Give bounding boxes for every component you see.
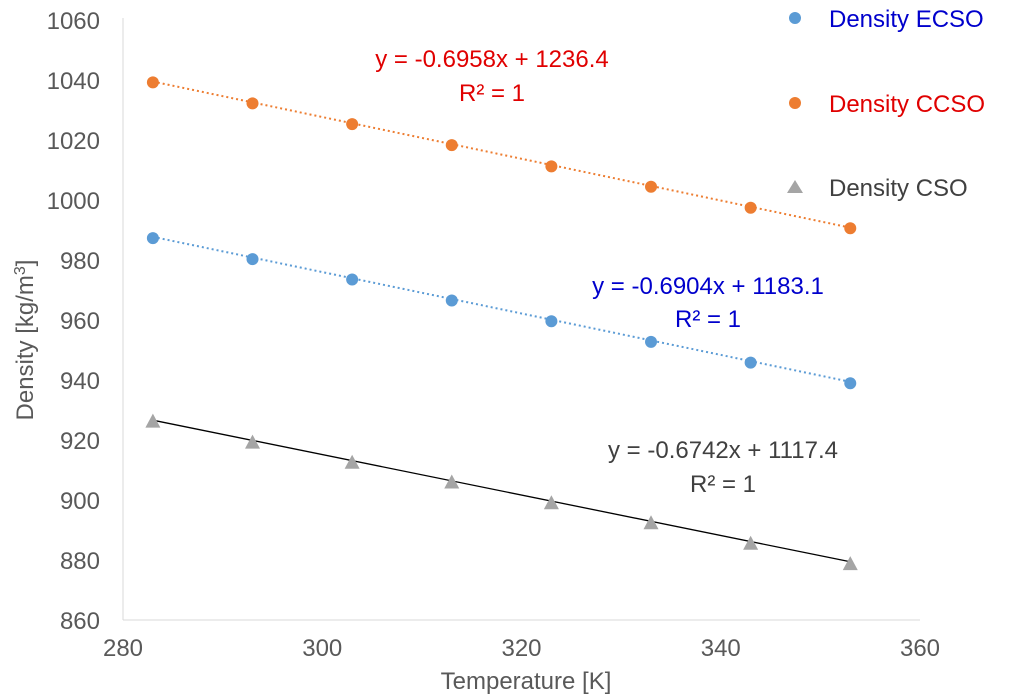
point-density-cso (145, 413, 161, 428)
point-density-ccso (246, 97, 259, 110)
legend-marker-density-ccso (789, 97, 801, 109)
legend-item-density-ccso: Density CCSO (789, 91, 985, 118)
x-axis-title: Temperature [K] (441, 668, 612, 695)
point-density-cso (245, 434, 261, 449)
y-axis-title-main: Density [kg/m (12, 275, 39, 420)
point-density-ecso (545, 315, 558, 328)
y-tick-label: 1040 (47, 68, 100, 95)
point-density-ecso (146, 232, 159, 245)
trendlines (152, 80, 851, 563)
x-tick-label: 280 (103, 635, 143, 662)
point-density-ecso (645, 335, 658, 348)
y-tick-label: 1020 (47, 128, 100, 155)
point-density-ecso (744, 356, 757, 369)
equation-cso-formula: y = -0.6742x + 1117.4 (608, 437, 838, 464)
x-tick-label: 360 (900, 635, 940, 662)
point-density-ccso (844, 222, 857, 235)
point-density-ccso (545, 160, 558, 173)
point-density-ccso (744, 201, 757, 214)
trendline-density-ccso (152, 80, 851, 229)
equation-cso: y = -0.6742x + 1117.4 R² = 1 (608, 437, 838, 498)
equation-cso-r2: R² = 1 (690, 471, 756, 498)
x-tick-label: 320 (501, 635, 541, 662)
data-markers (145, 76, 858, 571)
legend-marker-density-cso (787, 180, 803, 193)
point-density-cso (444, 474, 460, 489)
point-density-cso (842, 556, 858, 571)
equation-ccso-r2: R² = 1 (459, 80, 525, 107)
y-tick-label: 860 (60, 608, 100, 635)
point-density-ecso (844, 377, 857, 390)
y-tick-label: 1000 (47, 188, 100, 215)
axes (122, 18, 920, 621)
point-density-cso (643, 515, 659, 530)
y-tick-label: 920 (60, 428, 100, 455)
y-tick-label: 1060 (47, 8, 100, 35)
y-axis-title-end: ] (12, 260, 39, 267)
point-density-ecso (246, 253, 259, 266)
legend-item-density-cso: Density CSO (787, 175, 968, 202)
equation-ccso: y = -0.6958x + 1236.4 R² = 1 (375, 46, 609, 107)
y-tick-label: 960 (60, 308, 100, 335)
y-axis-title-sup: 3 (12, 266, 29, 275)
point-density-cso (743, 535, 759, 550)
point-density-ccso (346, 118, 359, 131)
x-tick-label: 340 (701, 635, 741, 662)
trendline-density-cso (152, 419, 851, 563)
y-axis-title: Density [kg/m3] (12, 260, 40, 421)
point-density-ecso (445, 294, 458, 307)
legend-item-density-ecso: Density ECSO (789, 6, 984, 33)
y-tick-label: 880 (60, 548, 100, 575)
equation-ecso-r2: R² = 1 (675, 306, 741, 333)
x-tick-labels: 280 300 320 340 360 (103, 635, 940, 662)
legend-label-density-ccso: Density CCSO (829, 91, 985, 118)
equation-ecso-formula: y = -0.6904x + 1183.1 (592, 273, 824, 300)
point-density-ccso (146, 76, 159, 89)
point-density-ecso (346, 273, 359, 286)
equation-ecso: y = -0.6904x + 1183.1 R² = 1 (592, 273, 824, 333)
trendline-density-ecso (152, 235, 851, 383)
y-tick-label: 980 (60, 248, 100, 275)
point-density-cso (344, 454, 360, 469)
legend-label-density-ecso: Density ECSO (829, 6, 984, 33)
y-tick-labels: 860 880 900 920 940 960 980 1000 1020 1040 1060 (47, 8, 100, 635)
y-tick-label: 900 (60, 488, 100, 515)
equation-ccso-formula: y = -0.6958x + 1236.4 (375, 46, 609, 73)
legend-label-density-cso: Density CSO (829, 175, 968, 202)
legend: Density ECSO Density CCSO Density CSO (787, 6, 985, 202)
x-tick-label: 300 (302, 635, 342, 662)
legend-marker-density-ecso (789, 12, 801, 24)
point-density-ccso (645, 180, 658, 193)
point-density-ccso (445, 139, 458, 152)
y-tick-label: 940 (60, 368, 100, 395)
point-density-cso (543, 495, 559, 510)
